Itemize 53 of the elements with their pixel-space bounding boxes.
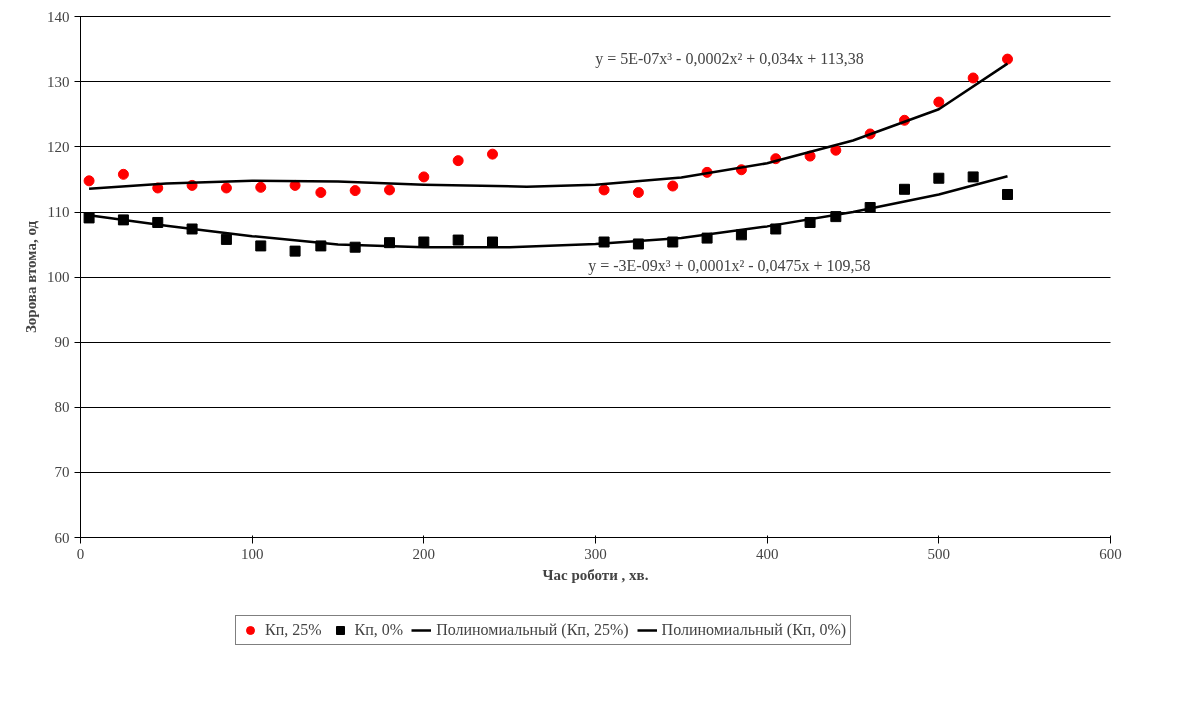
x-tick-label: 500 bbox=[927, 545, 951, 562]
y-tick-label: 100 bbox=[47, 269, 70, 286]
y-tick-label: 130 bbox=[47, 73, 70, 90]
point bbox=[667, 180, 679, 192]
legend-label: Полиномиальный (Кп, 25%) bbox=[436, 621, 629, 639]
point bbox=[933, 172, 945, 184]
point bbox=[967, 171, 979, 183]
point bbox=[598, 236, 610, 248]
point bbox=[220, 233, 232, 245]
y-tick-label: 70 bbox=[54, 464, 70, 481]
x-tick-label: 400 bbox=[755, 545, 779, 562]
point bbox=[452, 234, 464, 246]
point bbox=[830, 144, 842, 156]
y-tick-label: 110 bbox=[47, 204, 70, 221]
x-tick-label: 0 bbox=[76, 545, 85, 562]
point bbox=[933, 96, 945, 108]
legend-label: Кп, 25% bbox=[265, 621, 322, 639]
point bbox=[598, 184, 610, 196]
point bbox=[83, 175, 95, 187]
x-tick-label: 100 bbox=[240, 545, 264, 562]
x-tick-label: 600 bbox=[1099, 545, 1122, 562]
point bbox=[1002, 188, 1013, 200]
x-tick-label: 300 bbox=[584, 545, 607, 562]
legend-label: Кп, 0% bbox=[354, 621, 404, 639]
point bbox=[255, 240, 267, 252]
y-tick-label: 120 bbox=[47, 138, 70, 155]
point bbox=[452, 155, 464, 167]
point bbox=[117, 168, 129, 180]
annotation: y = -3E-09x³ + 0,0001x² - 0,0475x + 109,58 bbox=[588, 256, 871, 275]
point bbox=[418, 171, 430, 183]
point bbox=[1002, 53, 1013, 65]
point bbox=[255, 181, 267, 193]
point bbox=[632, 187, 644, 199]
y-tick-label: 90 bbox=[54, 334, 70, 351]
point bbox=[186, 223, 198, 235]
point bbox=[701, 232, 713, 244]
annotation: y = 5E-07x³ - 0,0002x² + 0,034x + 113,38 bbox=[595, 50, 864, 68]
point bbox=[967, 72, 979, 84]
y-tick-label: 140 bbox=[47, 8, 70, 25]
y-tick-label: 80 bbox=[54, 399, 70, 416]
y-tick-label: 60 bbox=[54, 529, 70, 546]
point bbox=[899, 183, 910, 195]
point bbox=[83, 212, 95, 224]
x-axis-title: Час роботи , хв. bbox=[542, 566, 649, 583]
point bbox=[315, 187, 327, 199]
point bbox=[487, 148, 498, 160]
y-axis-title: Зорова втома, од bbox=[23, 220, 39, 334]
point bbox=[349, 185, 361, 197]
legend-label: Полиномиальный (Кп, 0%) bbox=[661, 621, 847, 639]
point bbox=[289, 245, 301, 257]
point bbox=[220, 182, 232, 194]
x-tick-label: 200 bbox=[412, 545, 436, 562]
point bbox=[384, 184, 395, 196]
